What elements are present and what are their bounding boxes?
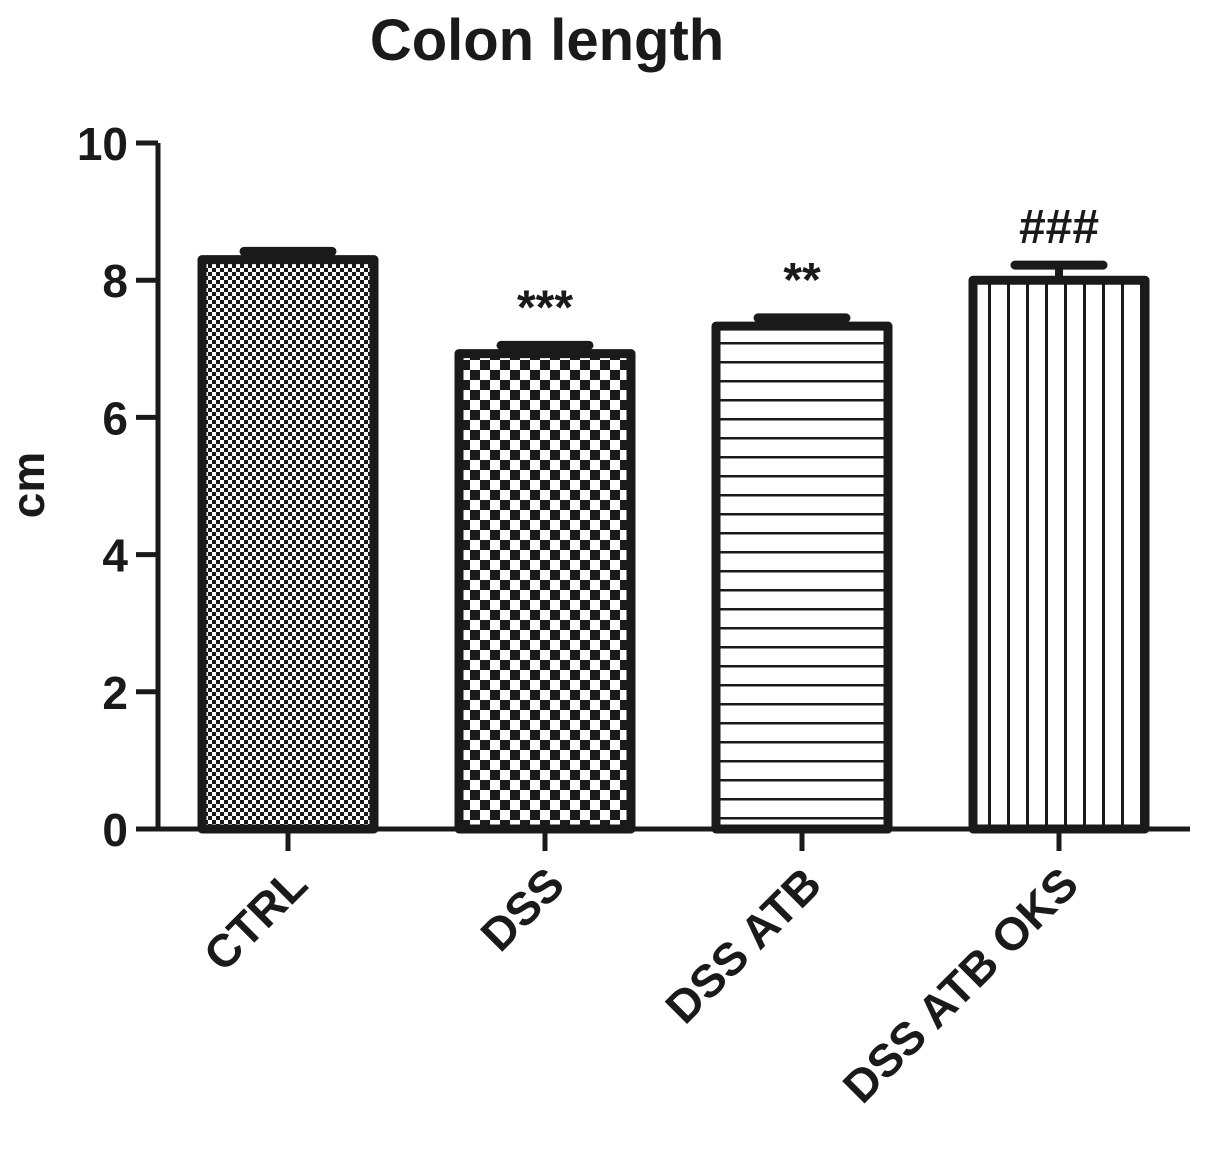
y-tick-label-8: 8 xyxy=(102,255,128,307)
annotation-dss: *** xyxy=(517,281,573,334)
y-tick-label-4: 4 xyxy=(102,530,128,582)
x-tick-label-dss: DSS xyxy=(470,857,574,961)
chart-title: Colon length xyxy=(370,8,724,73)
x-tick-label-ctrl: CTRL xyxy=(194,857,317,980)
annotation-dss-atb: ** xyxy=(783,254,821,307)
bar-dss xyxy=(454,349,636,834)
y-tick-label-6: 6 xyxy=(102,392,128,444)
bar-dss-atb-oks xyxy=(968,275,1150,834)
plot-area: CTRL *** DSS ** DSS ATB ### DSS ATB OKS 0 2 4 6 8 10 xyxy=(77,118,1190,1113)
y-axis-label: cm xyxy=(2,452,54,518)
x-tick-label-dss-atb-oks: DSS ATB OKS xyxy=(833,857,1088,1112)
y-tick-label-0: 0 xyxy=(102,804,128,856)
bar-dss-atb xyxy=(711,321,893,834)
bar-ctrl xyxy=(197,255,379,834)
annotation-dss-atb-oks: ### xyxy=(1019,201,1099,254)
y-tick-label-2: 2 xyxy=(102,667,128,719)
y-tick-label-10: 10 xyxy=(77,118,128,170)
x-tick-label-dss-atb: DSS ATB xyxy=(655,857,831,1033)
